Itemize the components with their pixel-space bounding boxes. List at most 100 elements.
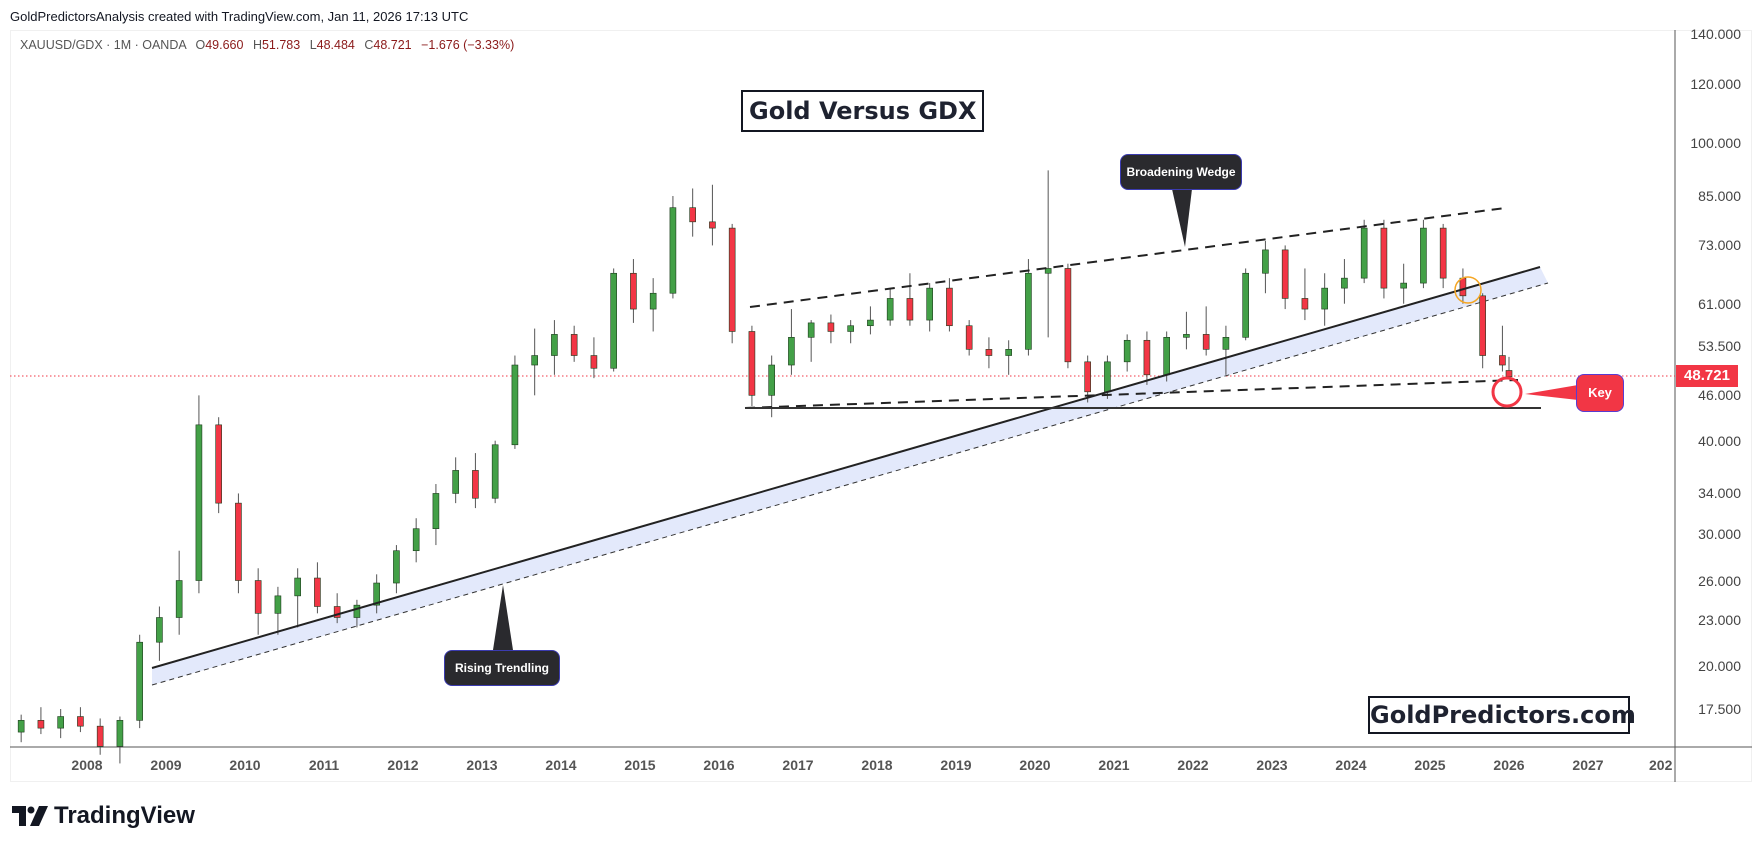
candle-body	[17, 720, 25, 733]
candle-body	[1281, 249, 1289, 299]
year-tick-label: 2018	[861, 757, 893, 773]
candle-body	[669, 207, 677, 294]
candle-body	[175, 580, 183, 618]
candle-body	[570, 334, 578, 356]
year-tick-label: 2009	[150, 757, 182, 773]
price-tick-label: 61.000	[1698, 295, 1741, 312]
candle-body	[37, 720, 45, 729]
year-tick-label: 2016	[703, 757, 735, 773]
candle-body	[1459, 277, 1467, 297]
year-tick-label: 2025	[1414, 757, 1446, 773]
symbol-info: XAUUSD/GDX · 1M · OANDA	[20, 38, 186, 52]
candle-body	[472, 470, 479, 499]
chart-title[interactable]: Gold Versus GDX	[741, 90, 985, 132]
price-tick-label: 17.500	[1698, 701, 1741, 718]
candle-body	[333, 606, 341, 618]
brand-watermark[interactable]: GoldPredictors.com	[1368, 696, 1636, 734]
trend-lower-dashed	[151, 282, 1549, 686]
candle-body	[314, 577, 321, 607]
candle-body	[1400, 282, 1407, 289]
year-tick-label: 2014	[545, 757, 577, 773]
price-tick-label: 73.000	[1698, 237, 1741, 254]
candle-body	[1025, 272, 1032, 350]
breakdown-circle[interactable]	[1454, 276, 1482, 304]
candle-body	[254, 580, 262, 614]
candle-body	[906, 298, 914, 321]
price-tick-label: 100.000	[1690, 135, 1741, 152]
trend-callout-pointer	[493, 585, 513, 650]
candle-body	[807, 322, 815, 338]
candle-body	[867, 319, 874, 327]
price-tick-label: 26.000	[1698, 572, 1741, 589]
trend-band	[152, 267, 1548, 685]
year-tick-label: 2013	[466, 757, 498, 773]
wedge-lower-line[interactable]	[744, 379, 1519, 409]
candle-body	[946, 287, 953, 327]
key-callout[interactable]: Key	[1576, 374, 1624, 412]
year-tick-label: 2026	[1493, 757, 1525, 773]
candle-body	[1321, 287, 1328, 310]
candle-body	[1123, 339, 1131, 363]
year-tick-label: 2024	[1335, 757, 1367, 773]
candle-body	[1380, 227, 1388, 289]
price-tick-label: 53.500	[1698, 338, 1741, 355]
candle-body	[1262, 249, 1269, 274]
candle-body	[788, 337, 795, 366]
candle-body	[768, 364, 775, 396]
candle-body	[1222, 337, 1230, 350]
candle-body	[590, 355, 598, 369]
candle-body	[748, 331, 756, 396]
key-callout-pointer	[1525, 385, 1578, 400]
candle-body	[1183, 334, 1190, 338]
rising-trendline[interactable]	[151, 266, 1541, 669]
candle-body	[610, 272, 617, 369]
candles-group	[17, 170, 1513, 764]
candle-body	[689, 207, 696, 223]
year-tick-label: 2012	[387, 757, 419, 773]
candle-body	[728, 227, 736, 332]
candle-body	[195, 424, 203, 581]
tradingview-wordmark: TradingView	[54, 802, 195, 829]
candle-body	[1420, 227, 1427, 284]
broadening-wedge-callout[interactable]: Broadening Wedge	[1120, 154, 1242, 190]
wedge-upper-line[interactable]	[749, 207, 1506, 308]
candle-body	[649, 292, 657, 310]
year-tick-label: 2020	[1019, 757, 1051, 773]
tradingview-icon	[12, 806, 48, 826]
key-circle[interactable]	[1491, 376, 1523, 408]
year-tick-label: 202	[1649, 757, 1673, 773]
price-tick-label: 46.000	[1698, 387, 1741, 404]
candle-body	[294, 577, 301, 597]
candle-body	[926, 287, 933, 321]
candle-body	[491, 444, 499, 499]
candle-body	[511, 364, 519, 446]
candle-body	[1005, 349, 1012, 356]
candle-body	[1084, 361, 1091, 393]
year-tick-label: 2021	[1098, 757, 1130, 773]
candle-body	[215, 424, 222, 504]
change-value: −1.676 (−3.33%)	[421, 38, 515, 52]
candle-body	[630, 272, 637, 310]
tradingview-logo[interactable]: TradingView	[12, 802, 195, 830]
candle-body	[235, 502, 242, 581]
candle-body	[1499, 355, 1506, 366]
symbol-legend: XAUUSD/GDX · 1M · OANDA O49.660 H51.783 …	[20, 38, 514, 52]
candle-body	[985, 349, 993, 356]
candle-body	[1301, 298, 1309, 310]
candle-body	[551, 334, 558, 356]
last-price-badge: 48.721	[1676, 365, 1738, 387]
rising-trendline-callout[interactable]: Rising Trendling	[444, 650, 560, 686]
price-tick-label: 30.000	[1698, 526, 1741, 543]
candle-body	[1163, 337, 1170, 376]
chart-frame[interactable]	[10, 30, 1752, 782]
year-tick-label: 2027	[1572, 757, 1604, 773]
candle-body	[1505, 370, 1513, 377]
candle-body	[1202, 334, 1210, 350]
candle-body	[116, 720, 124, 747]
low-value: L48.484	[309, 38, 355, 52]
price-tick-label: 34.000	[1698, 485, 1741, 502]
open-value: O49.660	[195, 38, 244, 52]
year-tick-label: 2019	[940, 757, 972, 773]
candle-body	[412, 528, 420, 552]
